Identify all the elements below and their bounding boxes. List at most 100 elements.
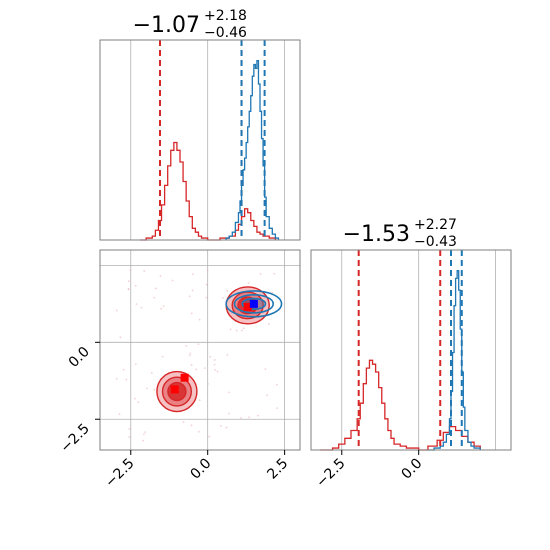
scatter-point [159, 275, 162, 277]
marker-red-1 [180, 373, 189, 382]
scatter-point [228, 412, 231, 415]
scatter-point [257, 414, 259, 417]
scatter-point [142, 439, 145, 442]
y-tick-label-1: 0.0 [66, 344, 93, 371]
scatter-point [267, 323, 270, 325]
scatter-point [190, 312, 193, 315]
scatter-frame [99, 249, 301, 451]
y2-tick-label-1: 0.0 [398, 456, 425, 483]
scatter-point [228, 391, 230, 394]
hist-x-series-red [140, 141, 277, 241]
scatter-point [213, 359, 216, 361]
scatter-point [140, 306, 143, 309]
scatter-point [153, 296, 156, 299]
hist-y-frame [310, 249, 512, 451]
scatter-point [150, 372, 153, 374]
title-x: −1.07 +2.18 −0.46 [133, 8, 247, 41]
scatter-point [208, 435, 211, 438]
x-tick-label-0: −2.5 [102, 456, 137, 491]
histogram-x-panel [99, 39, 301, 241]
scatter-point [188, 354, 191, 357]
scatter-point [190, 364, 193, 366]
hist-x-frame [99, 39, 301, 241]
scatter-point [188, 295, 191, 298]
scatter-point [171, 279, 174, 282]
scatter-point [191, 289, 194, 292]
scatter-point [207, 382, 209, 385]
scatter-point [135, 303, 138, 305]
scatter-2d-panel [99, 249, 301, 451]
title-y: −1.53 +2.27 −0.43 [343, 217, 457, 250]
scatter-point [248, 416, 251, 419]
hist-y-series-red [320, 359, 481, 451]
title-x-plus: +2.18 [204, 8, 247, 24]
marker-red-0 [170, 385, 179, 394]
x-tick-label-2: 2.5 [264, 456, 291, 483]
scatter-point [266, 394, 268, 397]
scatter-point [154, 287, 157, 290]
scatter-point [182, 421, 185, 423]
scatter-point [125, 378, 128, 381]
scatter-point [185, 345, 188, 347]
scatter-point [206, 269, 209, 272]
scatter-point [115, 377, 118, 380]
blue-contour-1 [233, 294, 275, 314]
scatter-point [192, 273, 194, 276]
scatter-point [205, 283, 208, 286]
scatter-point [221, 296, 224, 299]
marker-blue-0 [249, 299, 258, 308]
scatter-point [198, 318, 201, 321]
marker-red-2 [243, 302, 252, 311]
scatter-point [162, 305, 165, 308]
scatter-point [235, 329, 238, 332]
scatter-point [128, 436, 131, 439]
scatter-point [118, 413, 121, 416]
scatter-point [259, 273, 262, 275]
scatter-point [209, 355, 212, 358]
scatter-point [198, 430, 200, 433]
scatter-point [160, 307, 163, 310]
y2-tick-label-0: −2.5 [313, 456, 348, 491]
title-y-minus: −0.43 [414, 234, 457, 250]
title-x-minus: −0.46 [204, 25, 247, 41]
scatter-point [190, 424, 193, 427]
scatter-point [226, 290, 229, 292]
scatter-point [161, 355, 164, 358]
scatter-point [143, 433, 145, 436]
scatter-point [189, 352, 192, 355]
scatter-point [276, 407, 279, 410]
scatter-point [214, 369, 217, 371]
scatter-point [203, 367, 206, 370]
scatter-point [119, 336, 122, 339]
scatter-point [205, 296, 208, 299]
tick-labels: −2.5 0.0 2.5 −2.5 0.0 −2.5 0.0 [57, 341, 426, 491]
scatter-point [264, 368, 267, 371]
scatter-point [197, 343, 200, 346]
scatter-point [240, 329, 243, 332]
x-tick-label-1: 0.0 [187, 456, 214, 483]
blue-contour-0 [225, 290, 283, 318]
scatter-point [146, 387, 148, 390]
scatter-point [134, 284, 137, 287]
scatter-point [129, 269, 132, 271]
y-tick-label-0: −2.5 [57, 421, 92, 456]
histogram-y-panel [310, 249, 512, 451]
scatter-point [153, 388, 156, 391]
scatter-point [213, 363, 216, 366]
title-y-plus: +2.27 [414, 217, 457, 233]
scatter-point [229, 328, 232, 331]
scatter-point [247, 282, 250, 285]
scatter-point [127, 280, 130, 283]
scatter-point [220, 424, 222, 427]
scatter-point [216, 370, 219, 373]
scatter-point [128, 428, 131, 430]
scatter-point [122, 368, 125, 371]
title-x-median: −1.07 [133, 13, 200, 38]
scatter-point [226, 353, 229, 356]
scatter-point [143, 270, 146, 272]
scatter-point [127, 288, 130, 290]
scatter-point [242, 327, 245, 330]
title-y-median: −1.53 [343, 222, 410, 247]
scatter-point [271, 291, 274, 294]
